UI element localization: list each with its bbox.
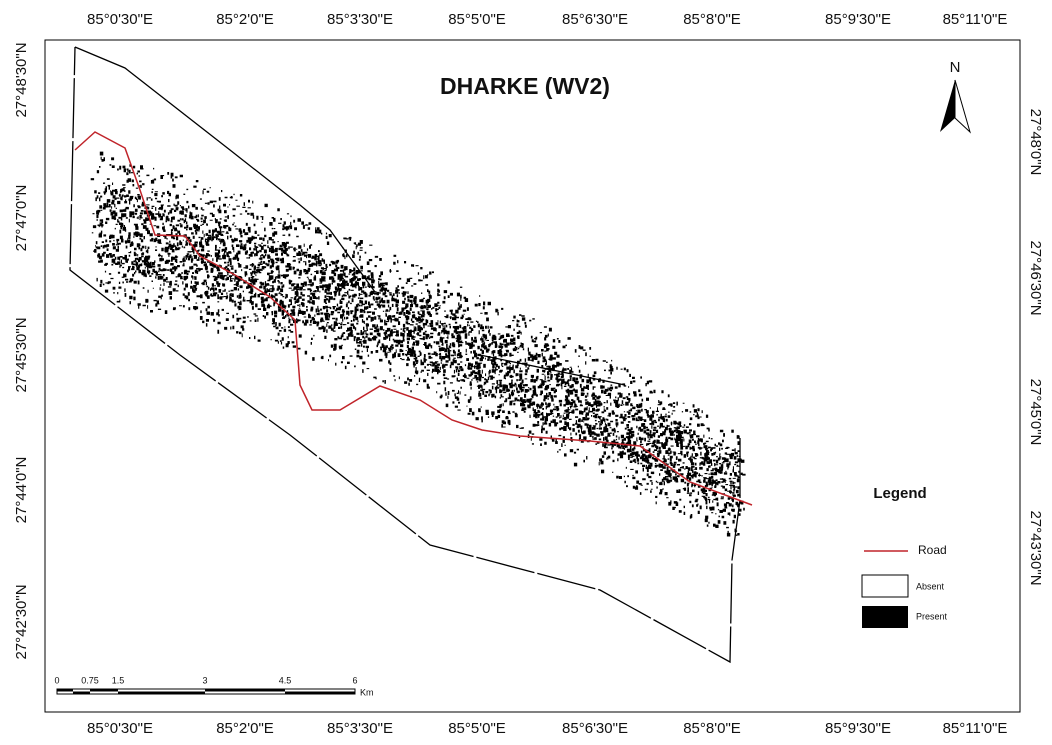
bottom-coord-label: 85°8'0"E <box>683 720 741 737</box>
scale-segment <box>90 689 118 692</box>
scale-unit: Km <box>360 687 374 697</box>
scale-label: 0 <box>54 675 59 685</box>
left-coord-label: 27°44'0"N <box>13 457 30 524</box>
right-coord-label: 27°43'30"N <box>1027 510 1044 585</box>
bottom-coord-label: 85°3'30"E <box>327 720 393 737</box>
scale-segment <box>205 689 285 692</box>
top-coord-label: 85°3'30"E <box>327 11 393 28</box>
right-coord-label: 27°46'30"N <box>1027 240 1044 315</box>
left-coord-label: 27°45'30"N <box>13 317 30 392</box>
right-coord-label: 27°45'0"N <box>1027 379 1044 446</box>
scale-label: 0.75 <box>81 675 99 685</box>
scale-label: 4.5 <box>279 675 292 685</box>
legend-absent-swatch <box>862 575 908 597</box>
legend-title: Legend <box>873 485 926 502</box>
scale-bar <box>57 689 355 694</box>
map-title: DHARKE (WV2) <box>440 73 610 99</box>
bottom-coord-label: 85°5'0"E <box>448 720 506 737</box>
legend-label: Road <box>918 543 947 557</box>
left-coord-label: 27°48'30"N <box>13 42 30 117</box>
top-coord-label: 85°8'0"E <box>683 11 741 28</box>
legend-label: Present <box>916 611 948 621</box>
scale-segment <box>73 692 90 695</box>
bottom-coord-label: 85°11'0"E <box>943 720 1008 737</box>
top-coord-label: 85°11'0"E <box>943 11 1008 28</box>
top-coord-label: 85°5'0"E <box>448 11 506 28</box>
left-coord-label: 27°42'30"N <box>13 584 30 659</box>
legend-present-swatch <box>862 606 908 628</box>
bottom-coord-label: 85°9'30"E <box>825 720 891 737</box>
bottom-coord-label: 85°0'30"E <box>87 720 153 737</box>
left-coord-label: 27°47'0"N <box>13 185 30 252</box>
top-coord-label: 85°6'30"E <box>562 11 628 28</box>
legend-label: Absent <box>916 581 945 591</box>
north-label: N <box>950 59 961 76</box>
scale-segment <box>118 692 205 695</box>
top-coord-label: 85°0'30"E <box>87 11 153 28</box>
scale-segment <box>57 689 73 692</box>
scale-segment <box>285 692 355 695</box>
right-coord-label: 27°48'0"N <box>1027 109 1044 176</box>
scale-label: 6 <box>352 675 357 685</box>
top-coord-label: 85°9'30"E <box>825 11 891 28</box>
bottom-coord-label: 85°2'0"E <box>216 720 274 737</box>
top-coord-label: 85°2'0"E <box>216 11 274 28</box>
map-page: DHARKE (WV2) N Legend Road Absent Presen… <box>0 0 1052 745</box>
bottom-coord-label: 85°6'30"E <box>562 720 628 737</box>
scale-label: 3 <box>202 675 207 685</box>
scale-label: 1.5 <box>112 675 125 685</box>
